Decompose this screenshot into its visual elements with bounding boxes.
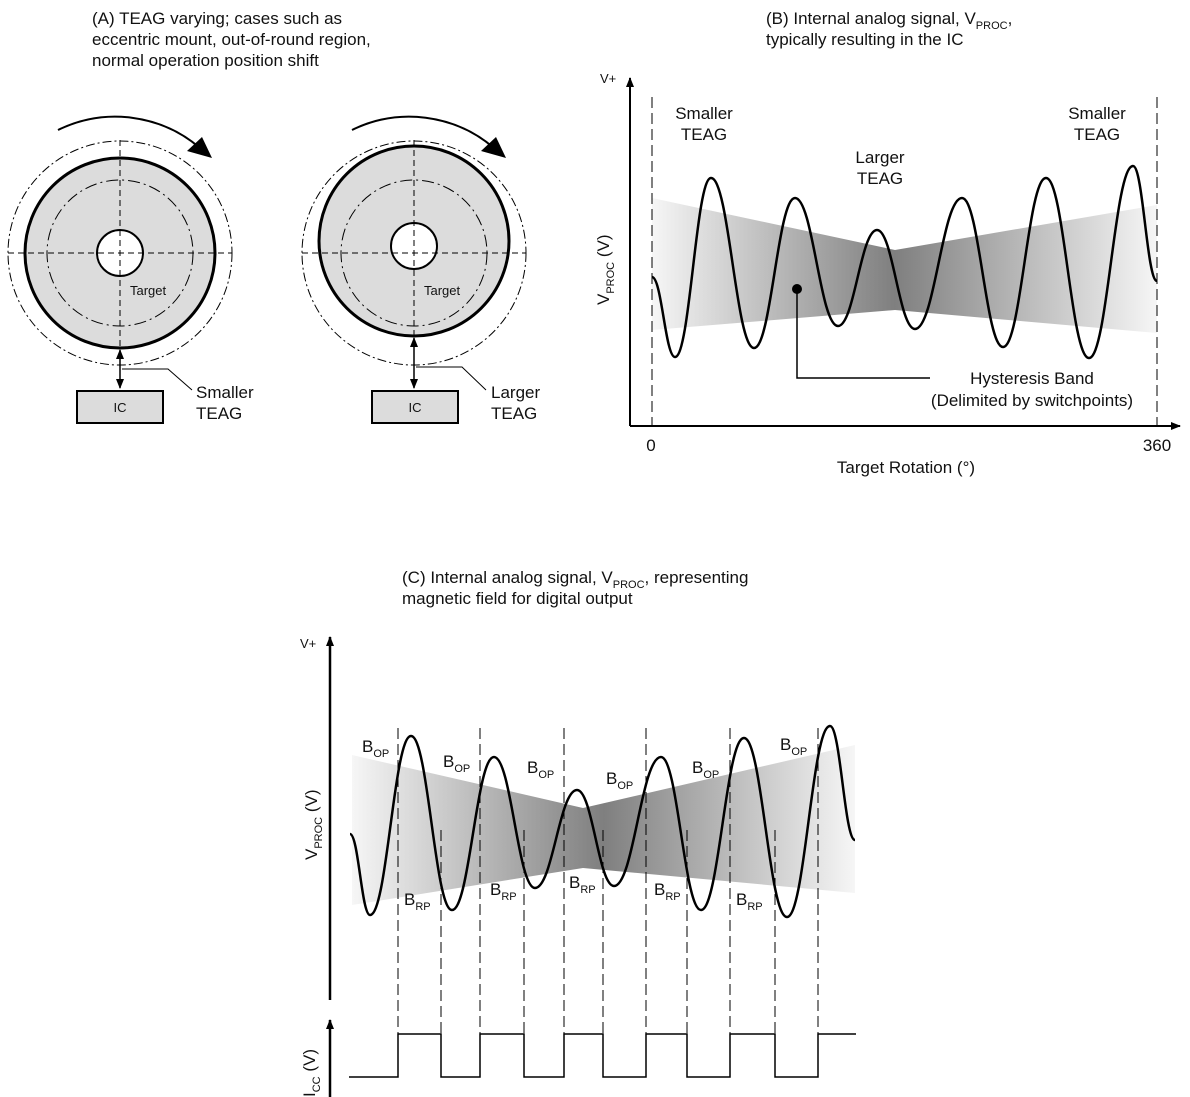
target-label-right: Target bbox=[424, 283, 461, 298]
larger-teag-mid-line-2: TEAG bbox=[857, 169, 903, 188]
panel-c-y-label: VPROC (V) bbox=[302, 789, 325, 860]
smaller-teag-right-line-2: TEAG bbox=[1074, 125, 1120, 144]
vproc-signal-b bbox=[650, 164, 1159, 360]
ic-box-left bbox=[76, 390, 164, 424]
x-tick-0: 0 bbox=[646, 436, 655, 455]
target-label-left: Target bbox=[130, 283, 167, 298]
smaller-teag-leader bbox=[122, 368, 193, 391]
hysteresis-band-b bbox=[652, 198, 1157, 333]
panel-c-caption-line-1: (C) Internal analog signal, VPROC, repre… bbox=[402, 568, 748, 591]
ic-label-right: IC bbox=[409, 400, 422, 415]
brp-label-2: BRP bbox=[490, 880, 517, 903]
brp-label-1: BRP bbox=[404, 890, 431, 913]
x-tick-360: 360 bbox=[1143, 436, 1171, 455]
rotation-arrow-left bbox=[57, 115, 201, 149]
brp-label-3: BRP bbox=[569, 873, 596, 896]
icc-digital-output bbox=[349, 1033, 856, 1078]
brp-label-4: BRP bbox=[654, 880, 681, 903]
bop-label-5: BOP bbox=[692, 758, 719, 781]
hysteresis-label-line-2: (Delimited by switchpoints) bbox=[931, 391, 1133, 410]
larger-teag-label-line-2: TEAG bbox=[491, 404, 537, 423]
hysteresis-leader bbox=[796, 289, 930, 379]
rotation-arrowhead-right bbox=[481, 137, 506, 158]
panel-c-vplus: V+ bbox=[300, 636, 316, 651]
wheel-smaller-teag: Target IC Smaller TEAG bbox=[7, 115, 254, 424]
bop-label-2: BOP bbox=[443, 752, 470, 775]
panel-a-caption-line-2: eccentric mount, out-of-round region, bbox=[92, 30, 371, 49]
larger-teag-leader bbox=[416, 366, 487, 391]
panel-b-vplus: V+ bbox=[600, 71, 616, 86]
bop-label-3: BOP bbox=[527, 758, 554, 781]
rotation-arrow-right bbox=[351, 115, 495, 149]
panel-c-caption-line-2: magnetic field for digital output bbox=[402, 589, 633, 608]
panel-b: (B) Internal analog signal, VPROC, typic… bbox=[594, 9, 1181, 477]
panel-b-y-label: VPROC (V) bbox=[594, 234, 617, 305]
rotation-arrowhead-left bbox=[187, 137, 212, 158]
panel-a-caption-line-3: normal operation position shift bbox=[92, 51, 319, 70]
wheel-larger-teag: Target IC Larger TEAG bbox=[301, 115, 540, 424]
ic-box-right bbox=[371, 390, 459, 424]
panel-a: (A) TEAG varying; cases such as eccentri… bbox=[7, 9, 540, 424]
larger-teag-label-line-1: Larger bbox=[491, 383, 540, 402]
icc-y-label: ICC (V) bbox=[300, 1049, 323, 1097]
brp-label-5: BRP bbox=[736, 890, 763, 913]
smaller-teag-right-line-1: Smaller bbox=[1068, 104, 1126, 123]
vproc-signal-c bbox=[348, 724, 857, 919]
smaller-teag-left-line-2: TEAG bbox=[681, 125, 727, 144]
smaller-teag-label-line-2: TEAG bbox=[196, 404, 242, 423]
panel-c: (C) Internal analog signal, VPROC, repre… bbox=[300, 568, 857, 1097]
hysteresis-label-line-1: Hysteresis Band bbox=[970, 369, 1094, 388]
smaller-teag-left-line-1: Smaller bbox=[675, 104, 733, 123]
panel-b-x-label: Target Rotation (°) bbox=[837, 458, 975, 477]
panel-b-caption-line-2: typically resulting in the IC bbox=[766, 30, 963, 49]
ic-label-left: IC bbox=[114, 400, 127, 415]
larger-teag-mid-line-1: Larger bbox=[855, 148, 904, 167]
panel-b-caption-line-1: (B) Internal analog signal, VPROC, bbox=[766, 9, 1012, 32]
bop-label-1: BOP bbox=[362, 737, 389, 760]
bop-label-6: BOP bbox=[780, 735, 807, 758]
bop-label-4: BOP bbox=[606, 769, 633, 792]
smaller-teag-label-line-1: Smaller bbox=[196, 383, 254, 402]
panel-a-caption-line-1: (A) TEAG varying; cases such as bbox=[92, 9, 342, 28]
